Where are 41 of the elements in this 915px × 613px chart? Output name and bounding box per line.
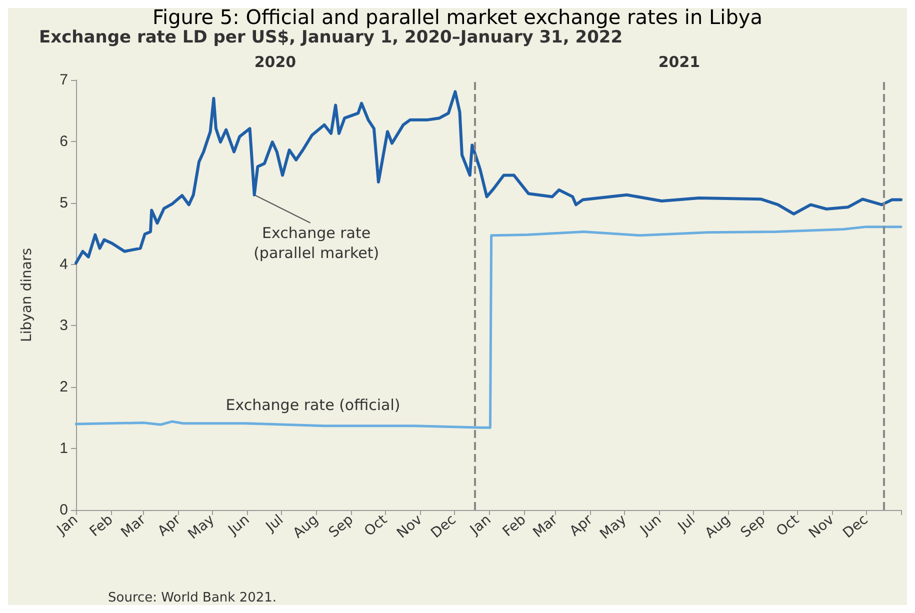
x-tick-label: Jul bbox=[262, 512, 287, 536]
x-tick-label: Mar bbox=[530, 512, 561, 542]
x-tick-label: Feb bbox=[500, 512, 530, 540]
x-tick-label: Sep bbox=[326, 512, 357, 542]
x-tick-label: Oct bbox=[362, 512, 391, 540]
x-tick-label: Feb bbox=[86, 512, 116, 540]
x-tick-label: Oct bbox=[773, 512, 803, 540]
y-tick-label: 2 bbox=[60, 378, 68, 396]
text: 2020 bbox=[254, 53, 296, 71]
y-tick-label: 5 bbox=[60, 194, 68, 212]
annotation: Exchange rate (parallel market) bbox=[254, 224, 380, 262]
chart-subtitle: Exchange rate LD per US$, January 1, 2020–January 31, 2022 bbox=[39, 28, 623, 48]
y-axis-title: Libyan dinars bbox=[19, 248, 35, 342]
x-tick-label: Sep bbox=[738, 512, 769, 542]
x-tick-label: Apr bbox=[566, 512, 596, 540]
x-tick-label: Nov bbox=[806, 512, 838, 542]
x-tick-label: Aug bbox=[702, 512, 734, 542]
y-tick-label: 6 bbox=[60, 132, 68, 150]
x-tick-label: May bbox=[185, 512, 218, 543]
x-tick-label: Apr bbox=[154, 512, 184, 540]
chart-title: Figure 5: Official and parallel market exchange rates in Libya bbox=[152, 5, 762, 29]
x-tick-label: May bbox=[597, 512, 630, 543]
x-tick-label: Jan bbox=[466, 512, 494, 539]
annotation: Exchange rate (official) bbox=[226, 396, 400, 414]
x-tick-label: Aug bbox=[290, 512, 322, 542]
y-tick-label: 4 bbox=[60, 256, 68, 273]
x-tick-label: Dec bbox=[428, 512, 460, 542]
y-tick-label: 1 bbox=[60, 440, 68, 458]
y-tick-label: 7 bbox=[60, 72, 68, 88]
line-series bbox=[74, 226, 902, 429]
y-tick-label: 0 bbox=[60, 502, 68, 518]
source-note: Source: World Bank 2021. bbox=[108, 590, 277, 606]
x-tick-label: Nov bbox=[394, 512, 426, 542]
x-tick-label: Dec bbox=[840, 512, 872, 542]
x-tick-label: Jun bbox=[636, 512, 665, 539]
y-tick-label: 3 bbox=[60, 317, 68, 334]
x-tick-label: Jun bbox=[224, 512, 253, 539]
x-tick-label: Mar bbox=[118, 512, 150, 542]
x-tick-label: Jul bbox=[674, 512, 698, 536]
line-series bbox=[74, 90, 902, 265]
text: 2021 bbox=[658, 53, 700, 71]
